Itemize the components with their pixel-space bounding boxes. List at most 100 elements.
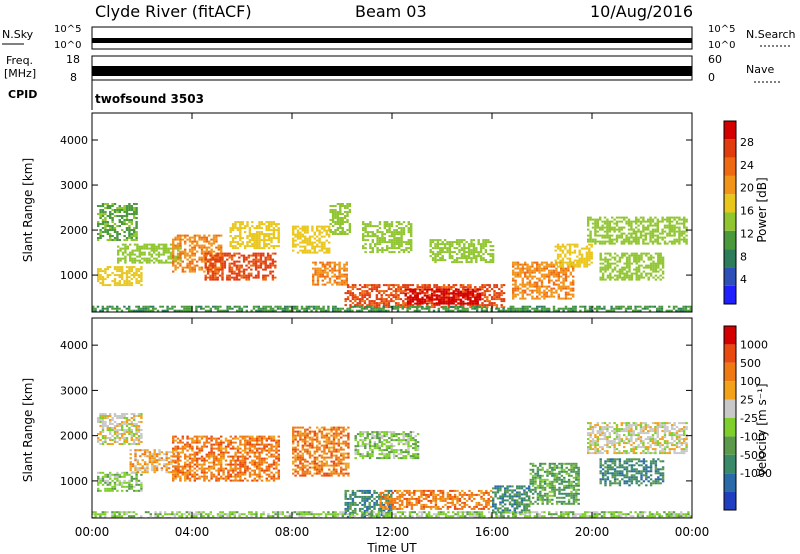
power-colorbar-frame [723,120,737,305]
power-ytick-label: 4000 [60,134,88,147]
station-title: Clyde River (fitACF) [95,2,252,21]
power-ytick-label: 2000 [60,224,88,237]
power-region-11 [362,221,413,254]
power-colorbar-swatch [724,285,736,304]
freq-left-tick-bottom: 8 [70,71,77,84]
freq-right-label: Nave [746,63,774,76]
velocity-region-12 [92,511,692,518]
velocity-colorbar-swatch [724,344,736,363]
x-tick-label: 00:00 [675,525,710,539]
velocity-colorbar-tick: 500 [740,357,761,370]
power-ylabel: Slant Range [km] [21,158,35,262]
velocity-panel: 1000 2000 3000 4000 [60,317,693,519]
power-colorbar-swatch [724,139,736,158]
velocity-colorbar-swatch [724,399,736,418]
power-colorbar-swatch [724,194,736,213]
power-region-12 [429,239,495,264]
power-colorbar-tick: 24 [740,159,754,172]
velocity-colorbar-tick: -500 [740,449,765,462]
power-region-7 [312,261,348,286]
power-colorbar-swatch [724,121,736,140]
velocity-ylabel: Slant Range [km] [21,378,35,482]
noise-right-label: N.Search [746,28,796,41]
velocity-ytick-label: 2000 [60,430,88,443]
velocity-ytick-label: 4000 [60,339,88,352]
power-colorbar-swatch [724,175,736,195]
power-colorbar-tick: 12 [740,227,754,240]
velocity-colorbar-swatch [724,326,736,345]
power-colorbar-swatch [724,157,736,176]
noise-right-tick-top: 10^5 [708,24,735,35]
power-colorbar-tick: 4 [740,273,747,286]
x-axis-label: Time UT [366,541,417,554]
power-region-5 [229,221,280,250]
x-tick-label: 04:00 [175,525,210,539]
velocity-colorbar-swatch [724,418,736,437]
beam-title: Beam 03 [355,2,427,21]
velocity-colorbar-label: Velocity [m s⁻¹] [755,383,769,476]
power-colorbar-tick: 16 [740,205,754,218]
velocity-colorbar-swatch [724,491,736,510]
power-panel: 1000 2000 3000 4000 [60,112,693,313]
power-cells [92,203,692,312]
power-colorbar-tick: 20 [740,182,754,195]
colorbars: 4 8 12 16 20 24 28 1000 500 100 25 -25 -100 -500 -1000 [723,120,772,511]
power-region-6 [292,225,331,254]
velocity-region-10 [587,422,688,455]
power-frame [91,112,693,313]
noise-right-tick-bottom: 10^0 [708,40,735,51]
velocity-region-1 [97,471,143,492]
power-colorbar-swatch [724,267,736,286]
power-ytick-label: 1000 [60,269,88,282]
x-tick-label: 16:00 [475,525,510,539]
noise-left-tick-top: 10^5 [54,24,81,35]
power-colorbar-swatch [724,230,736,250]
x-tick-label: 20:00 [575,525,610,539]
power-colorbar-swatch [724,212,736,231]
power-colorbar-tick: 28 [740,136,754,149]
velocity-colorbar-tick: 1000 [740,338,768,351]
noise-trace [92,38,692,43]
velocity-colorbar-tick: 100 [740,375,761,388]
freq-right-tick-top: 60 [708,53,722,66]
power-region-4 [204,252,277,281]
noise-left-tick-bottom: 10^0 [54,40,81,51]
velocity-colorbar-tick: -100 [740,430,765,443]
velocity-colorbar-swatch [724,436,736,455]
velocity-colorbar-tick: -1000 [740,467,772,480]
power-region-10 [404,288,482,305]
power-region-8 [329,203,352,235]
noise-left-label: N.Sky [2,28,34,41]
velocity-region-0 [97,413,143,445]
velocity-colorbar-swatch [724,362,736,382]
power-region-16 [599,252,665,281]
x-tick-label: 08:00 [275,525,310,539]
x-axis-ticks: 00:00 04:00 08:00 12:00 16:00 20:00 00:00 [75,525,710,539]
power-colorbar-swatch [724,249,736,268]
velocity-region-3 [172,435,280,482]
freq-left-label-2: [MHz] [4,67,36,80]
velocity-colorbar-swatch [724,381,736,400]
cpid-value: twofsound 3503 [95,92,204,106]
velocity-region-11 [599,458,665,487]
velocity-colorbar-frame [723,325,737,511]
power-region-13 [512,261,575,300]
power-region-15 [587,216,688,245]
date-title: 10/Aug/2016 [590,2,694,21]
velocity-frame [91,317,693,519]
power-ytick-label: 3000 [60,179,88,192]
x-tick-label: 00:00 [75,525,110,539]
velocity-region-7 [354,431,420,460]
freq-right-tick-bottom: 0 [708,71,715,84]
velocity-region-4 [292,426,350,477]
velocity-ytick-label: 3000 [60,384,88,397]
cpid-label: CPID [8,88,37,101]
power-region-0 [97,203,138,241]
freq-left-tick-top: 18 [66,53,80,66]
power-colorbar-tick: 8 [740,250,747,263]
power-region-1 [97,266,143,287]
velocity-region-6 [379,489,493,510]
freq-trace [92,66,692,76]
power-region-2 [117,243,182,264]
